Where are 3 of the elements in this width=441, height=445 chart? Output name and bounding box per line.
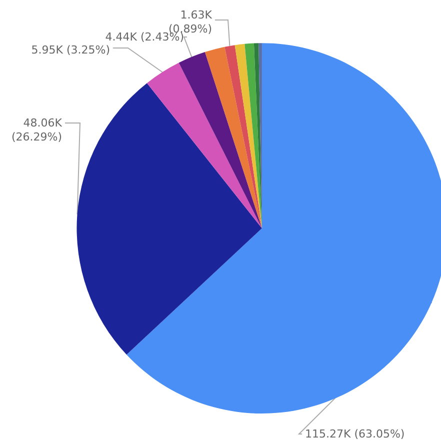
data-label: 5.95K (3.25%) bbox=[31, 44, 110, 56]
data-label: 48.06K (26.29%) bbox=[11, 116, 63, 144]
data-label: 115.27K (63.05%) bbox=[305, 428, 405, 440]
